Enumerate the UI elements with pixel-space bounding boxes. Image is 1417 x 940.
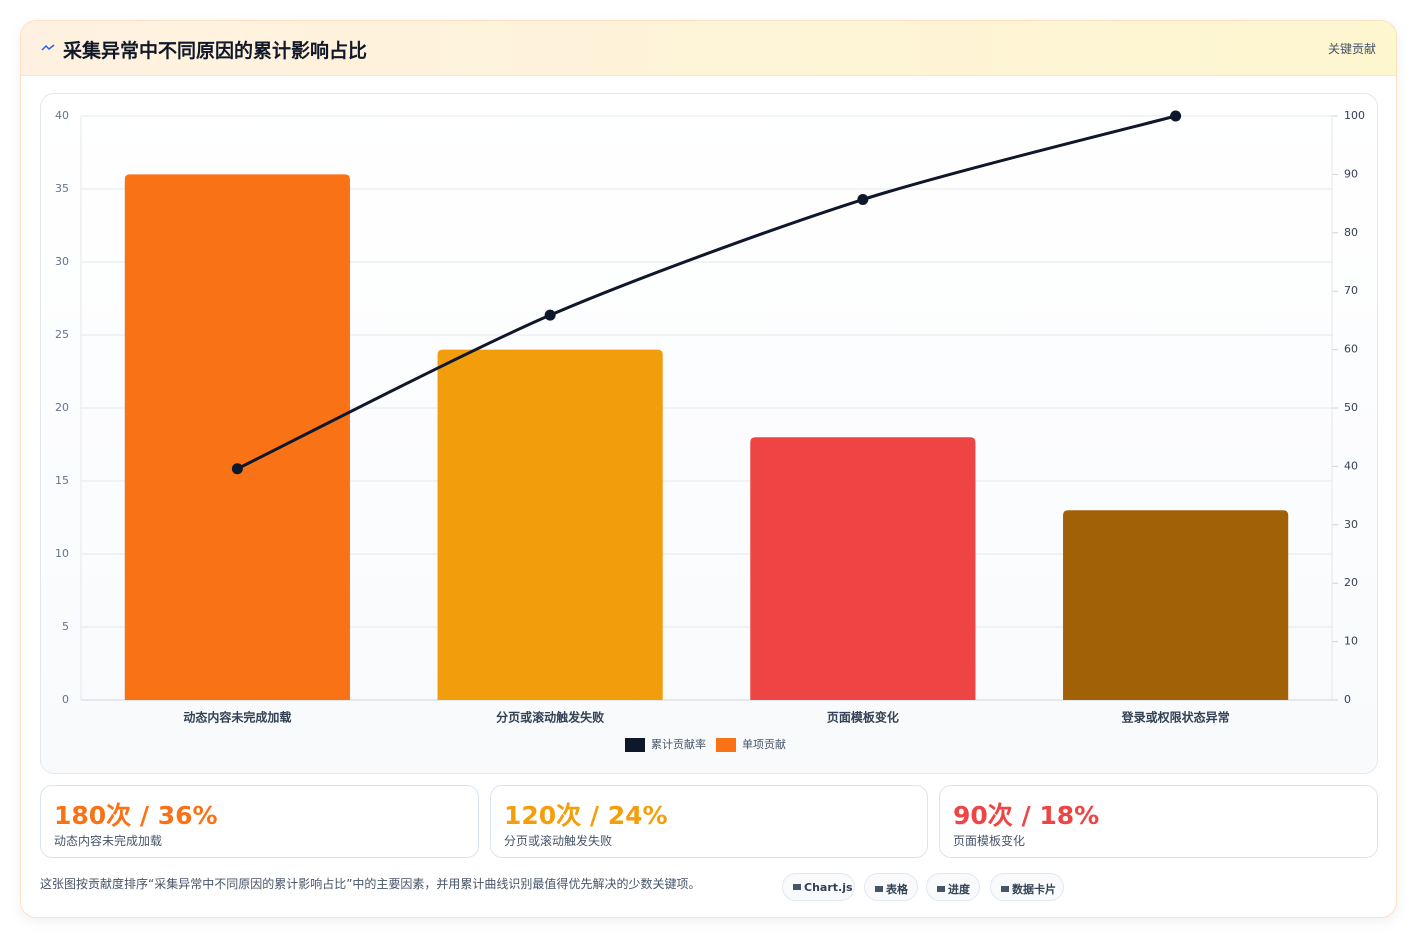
header-badge: 关键贡献 — [1327, 42, 1376, 56]
y-tick-label: 35 — [55, 182, 69, 195]
dashboard-card: 采集异常中不同原因的累计影响占比 关键贡献 0 5 10 15 20 25 30 35 40 0 1… — [20, 20, 1397, 918]
stat-label: 分页或滚动触发失败 — [504, 834, 613, 848]
legend-swatch — [716, 738, 736, 752]
stat-card: 120次 / 24% 分页或滚动触发失败 — [490, 785, 928, 858]
chart-panel: 0 5 10 15 20 25 30 35 40 0 10 20 30 40 50 60 70 80 90 100 动态… — [40, 93, 1378, 774]
stat-card: 180次 / 36% 动态内容未完成加载 — [40, 785, 479, 858]
stat-card: 90次 / 18% 页面模板变化 — [939, 785, 1378, 858]
card-header: 采集异常中不同原因的累计影响占比 关键贡献 — [21, 21, 1396, 76]
legend-swatch — [625, 738, 645, 752]
y-tick-label: 40 — [55, 109, 69, 122]
bar — [437, 349, 663, 700]
y-tick-label: 20 — [55, 401, 69, 414]
y2-tick-label: 100 — [1344, 109, 1365, 122]
legend-label: 累计贡献率 — [651, 737, 706, 751]
chip[interactable]: 进度 — [926, 873, 980, 901]
chip-label[interactable]: 表格 — [886, 883, 908, 896]
y2-tick-label: 40 — [1344, 459, 1358, 472]
bar — [1063, 510, 1289, 700]
y2-tick-label: 80 — [1344, 226, 1358, 239]
chip-label[interactable]: 数据卡片 — [1012, 883, 1056, 896]
y-tick-label: 0 — [62, 693, 69, 706]
y2-tick-label: 90 — [1344, 167, 1358, 180]
x-tick-label: 分页或滚动触发失败 — [496, 710, 604, 725]
y2-tick-label: 30 — [1344, 518, 1358, 531]
y2-tick-label: 10 — [1344, 635, 1358, 648]
y2-tick-label: 0 — [1344, 693, 1351, 706]
title-icon — [41, 44, 55, 51]
y-tick-label: 15 — [55, 474, 69, 487]
bar — [124, 174, 350, 700]
y2-tick-label: 70 — [1344, 284, 1358, 297]
x-tick-label: 动态内容未完成加载 — [183, 710, 291, 725]
y-tick-label: 30 — [55, 255, 69, 268]
stat-label: 页面模板变化 — [953, 834, 1026, 848]
chip[interactable]: Chart.js — [782, 873, 855, 901]
bar — [750, 437, 976, 700]
line-point — [1170, 110, 1182, 122]
card-title: 采集异常中不同原因的累计影响占比 — [63, 40, 368, 62]
line — [236, 114, 1177, 471]
stat-value: 90次 / 18% — [953, 801, 1100, 830]
y2-tick-label: 20 — [1344, 576, 1358, 589]
chart: 0 5 10 15 20 25 30 35 40 0 10 20 30 40 50 60 70 80 90 100 动态… — [55, 109, 1365, 752]
footer-text: 这张图按贡献度排序“采集异常中不同原因的累计影响占比”中的主要因素，并用累计曲线… — [40, 877, 701, 891]
chip-label[interactable]: Chart.js — [804, 881, 853, 894]
line-point — [544, 309, 556, 321]
chip-label[interactable]: 进度 — [948, 883, 970, 896]
line-point — [857, 194, 869, 206]
chip[interactable]: 数据卡片 — [990, 873, 1064, 901]
stat-label: 动态内容未完成加载 — [54, 834, 163, 848]
y2-tick-label: 60 — [1344, 343, 1358, 356]
line-point — [231, 463, 243, 475]
stat-value: 180次 / 36% — [54, 801, 218, 830]
y-tick-label: 25 — [55, 328, 69, 341]
legend-label: 单项贡献 — [742, 737, 786, 751]
chip[interactable]: 表格 — [864, 873, 918, 901]
y-tick-label: 5 — [62, 620, 69, 633]
x-tick-label: 登录或权限状态异常 — [1121, 710, 1230, 725]
x-tick-label: 页面模板变化 — [827, 710, 899, 725]
stat-value: 120次 / 24% — [504, 801, 668, 830]
y-tick-label: 10 — [55, 547, 69, 560]
y2-tick-label: 50 — [1344, 401, 1358, 414]
